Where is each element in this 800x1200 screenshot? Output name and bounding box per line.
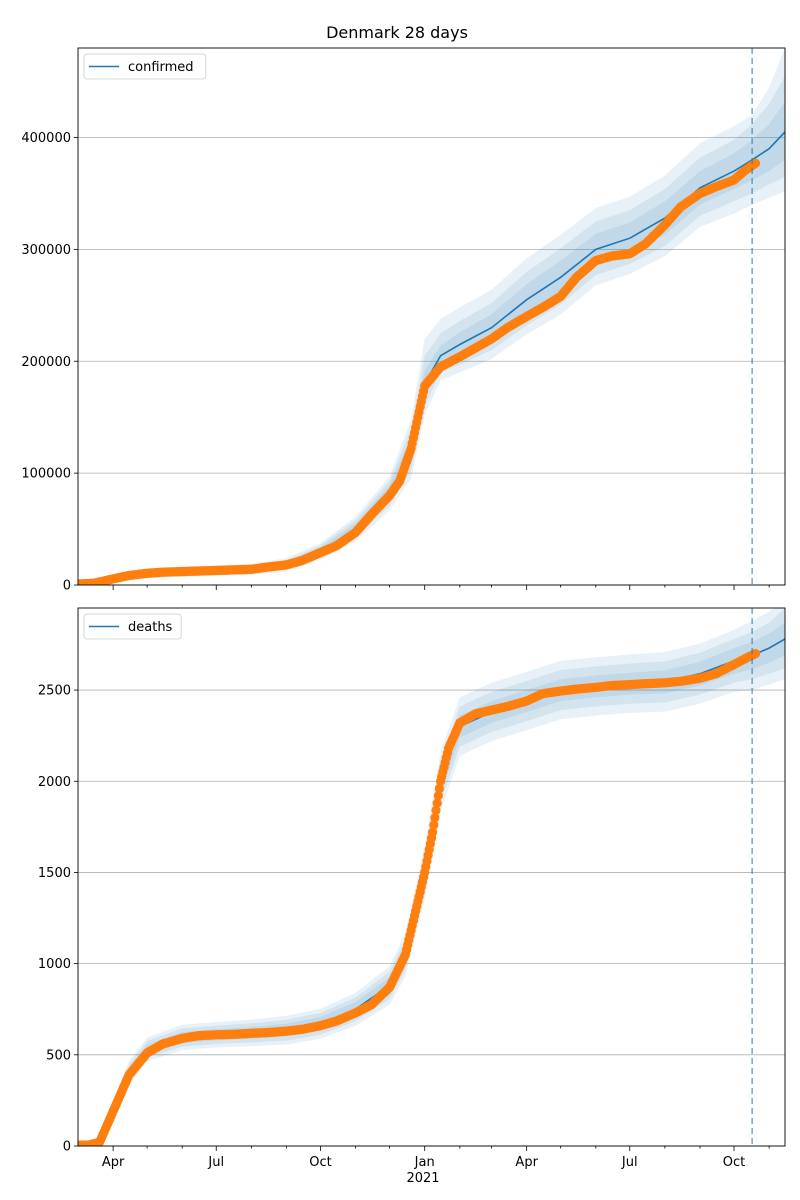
legend-label: deaths bbox=[128, 620, 173, 635]
observed-point bbox=[433, 791, 443, 801]
plot-area bbox=[78, 608, 785, 1146]
legend-box bbox=[83, 53, 207, 80]
x-tick-label: Jan bbox=[414, 1155, 435, 1170]
deaths-panel: 0 500 1000 1500 2000 2500 Apr Jul Oct Jan Apr Jul Oc… bbox=[38, 607, 786, 1170]
observed-point bbox=[434, 783, 444, 794]
observed-point bbox=[750, 649, 761, 659]
confirmed-panel: 0 100000 200000 300000 400000 confirmed bbox=[21, 47, 786, 594]
y-tick-label: 400000 bbox=[21, 131, 71, 146]
axes-frame bbox=[77, 47, 786, 586]
observed-point bbox=[430, 813, 440, 823]
x-tick-label: Oct bbox=[309, 1155, 331, 1170]
axes-frame bbox=[77, 607, 786, 1147]
y-tick-label: 2000 bbox=[38, 775, 71, 790]
y-tick-label: 300000 bbox=[21, 243, 71, 258]
x-tick-label: Jul bbox=[621, 1155, 638, 1170]
y-tick-label: 0 bbox=[63, 1140, 71, 1155]
legend-box bbox=[83, 613, 182, 640]
confidence-band bbox=[78, 608, 785, 1146]
x-tick-label: Apr bbox=[515, 1155, 538, 1170]
figure-title: Denmark 28 days bbox=[326, 23, 468, 42]
y-tick-label: 500 bbox=[46, 1048, 71, 1063]
observed-point bbox=[431, 805, 441, 816]
y-tick-label: 1000 bbox=[38, 957, 71, 972]
legend-label: confirmed bbox=[128, 60, 194, 75]
observed-point bbox=[429, 820, 439, 830]
y-tick-label: 200000 bbox=[21, 355, 71, 370]
observed-point bbox=[432, 798, 442, 808]
x-tick-label: Apr bbox=[102, 1155, 125, 1170]
year-label: 2021 bbox=[406, 1171, 439, 1186]
observed-point bbox=[750, 158, 761, 168]
x-tick-label: Jul bbox=[207, 1155, 224, 1170]
x-tick-label: Oct bbox=[723, 1155, 745, 1170]
y-tick-label: 1500 bbox=[38, 866, 71, 881]
plot-area bbox=[78, 48, 785, 585]
observed-point bbox=[428, 827, 438, 837]
confidence-band bbox=[78, 608, 785, 1146]
y-tick-label: 0 bbox=[63, 579, 71, 594]
y-tick-label: 2500 bbox=[38, 684, 71, 699]
y-tick-label: 100000 bbox=[21, 467, 71, 482]
